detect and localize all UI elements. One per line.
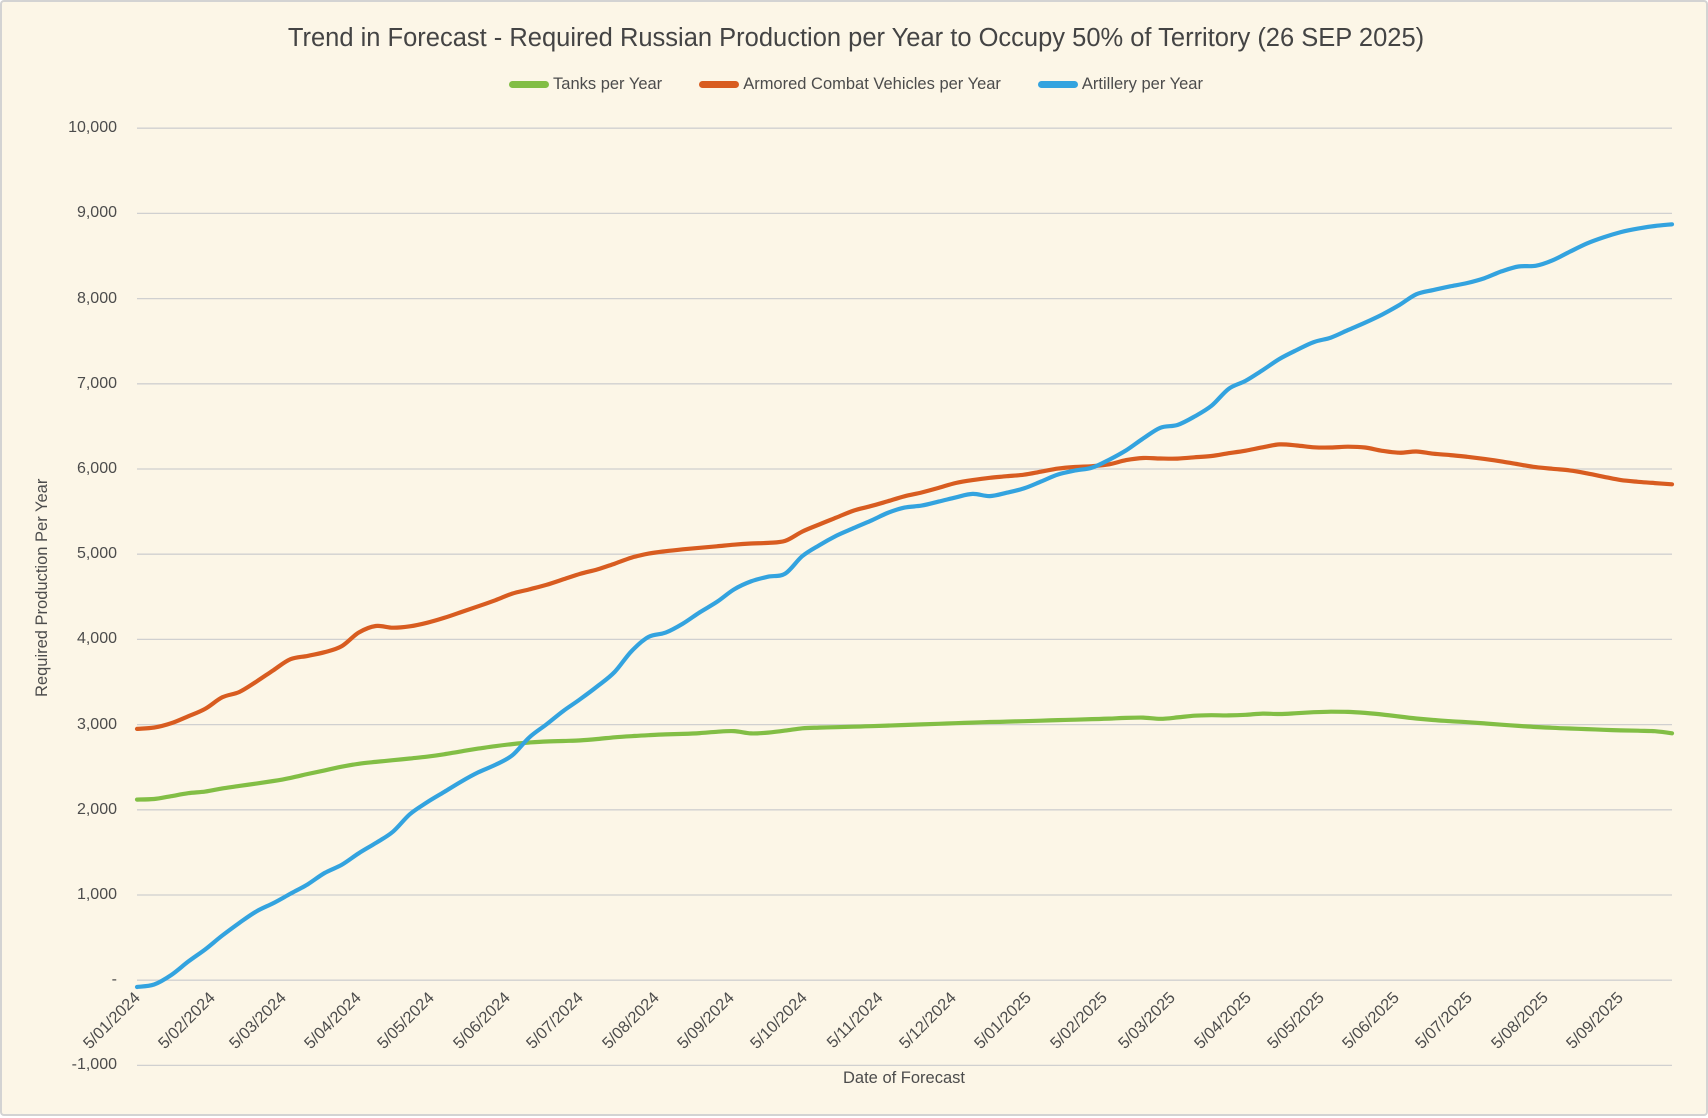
series-line-0 bbox=[134, 709, 1675, 802]
y-tick-label: 1,000 bbox=[76, 886, 117, 903]
y-tick-label: - bbox=[111, 971, 117, 989]
y-tick-label: 8,000 bbox=[76, 289, 117, 307]
legend-item-2: Artillery per Year bbox=[1037, 74, 1203, 94]
legend-label: Artillery per Year bbox=[1081, 74, 1203, 93]
legend-swatch-icon bbox=[699, 80, 740, 88]
y-tick-label: 6,000 bbox=[76, 460, 117, 477]
y-tick-label: 9,000 bbox=[76, 204, 117, 222]
legend-label: Armored Combat Vehicles per Year bbox=[743, 74, 1001, 93]
y-tick-label: 4,000 bbox=[76, 630, 117, 648]
y-tick-label: 7,000 bbox=[76, 374, 117, 392]
y-axis-title: Required Production Per Year bbox=[33, 478, 51, 697]
y-tick-label: -1,000 bbox=[71, 1056, 117, 1074]
chart-title: Trend in Forecast - Required Russian Pro… bbox=[287, 24, 1425, 52]
legend-swatch-icon bbox=[509, 80, 550, 88]
y-tick-label: 3,000 bbox=[76, 715, 117, 733]
series-line-2 bbox=[134, 222, 1675, 990]
legend-item-1: Armored Combat Vehicles per Year bbox=[699, 75, 1001, 94]
x-axis-title: Date of Forecast bbox=[843, 1069, 965, 1087]
legend-swatch-icon bbox=[1037, 80, 1078, 88]
legend: Tanks per Year Armored Combat Vehicles pe… bbox=[2, 75, 1708, 93]
y-tick-label: 2,000 bbox=[76, 800, 117, 818]
y-tick-label: 5,000 bbox=[76, 545, 117, 563]
series-line-1 bbox=[134, 442, 1675, 731]
legend-label: Tanks per Year bbox=[553, 74, 663, 93]
y-tick-label: 10,000 bbox=[68, 119, 117, 137]
legend-item-0: Tanks per Year bbox=[509, 75, 662, 94]
